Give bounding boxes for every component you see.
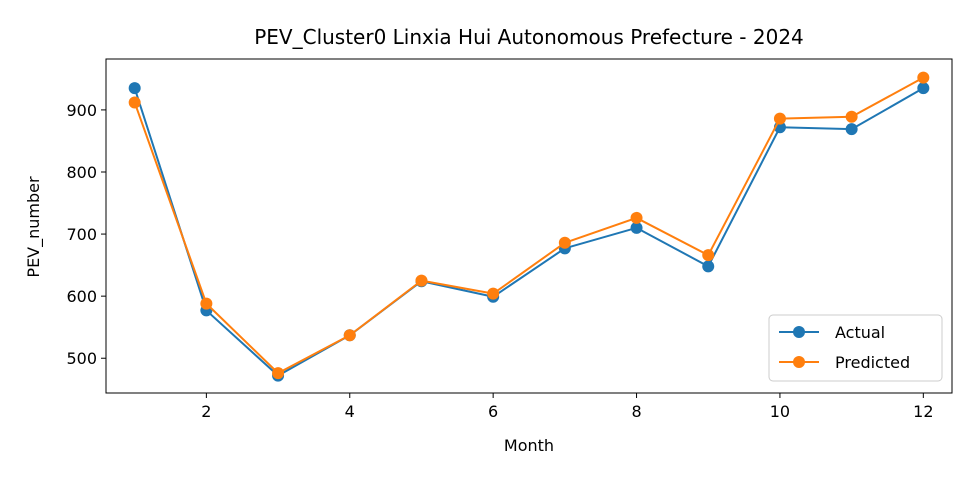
data-point [415, 274, 428, 287]
series-predicted [128, 71, 930, 380]
x-tick-label: 6 [488, 402, 498, 421]
data-point [845, 123, 858, 136]
data-point [702, 249, 715, 262]
data-point [630, 221, 643, 234]
y-tick-label: 700 [66, 225, 97, 244]
data-point [200, 297, 213, 310]
data-point [128, 96, 141, 109]
data-point [630, 211, 643, 224]
data-point [558, 236, 571, 249]
data-point [917, 71, 930, 84]
x-tick-label: 2 [201, 402, 211, 421]
y-tick-label: 900 [66, 101, 97, 120]
legend-label: Predicted [835, 353, 910, 372]
legend-marker [793, 356, 805, 368]
series-line [133, 87, 924, 377]
series-line [133, 76, 924, 375]
x-axis-label: Month [504, 436, 554, 455]
data-point [702, 260, 715, 273]
x-tick-label: 10 [770, 402, 790, 421]
chart-title: PEV_Cluster0 Linxia Hui Autonomous Prefe… [254, 25, 804, 49]
y-axis-label: PEV_number [24, 176, 44, 278]
legend: Actual Predicted [768, 314, 943, 382]
data-point [128, 82, 141, 95]
data-point [272, 367, 285, 380]
series-layer [128, 71, 930, 382]
legend-label: Actual [835, 323, 885, 342]
data-point [917, 82, 930, 95]
y-axis: 500 600 700 800 900 [66, 101, 106, 368]
legend-marker [793, 326, 805, 338]
y-tick-label: 500 [66, 349, 97, 368]
x-tick-label: 12 [913, 402, 933, 421]
legend-item-actual: Actual [779, 323, 885, 342]
data-point [773, 112, 786, 125]
y-tick-label: 600 [66, 287, 97, 306]
data-point [487, 287, 500, 300]
data-point [845, 110, 858, 123]
x-tick-label: 8 [631, 402, 641, 421]
plot-area [105, 58, 953, 394]
x-tick-label: 4 [345, 402, 355, 421]
plot-frame [105, 58, 953, 394]
y-tick-label: 800 [66, 163, 97, 182]
x-axis: 2 4 6 8 10 12 [201, 393, 934, 421]
legend-item-predicted: Predicted [779, 353, 910, 372]
data-point [343, 329, 356, 342]
